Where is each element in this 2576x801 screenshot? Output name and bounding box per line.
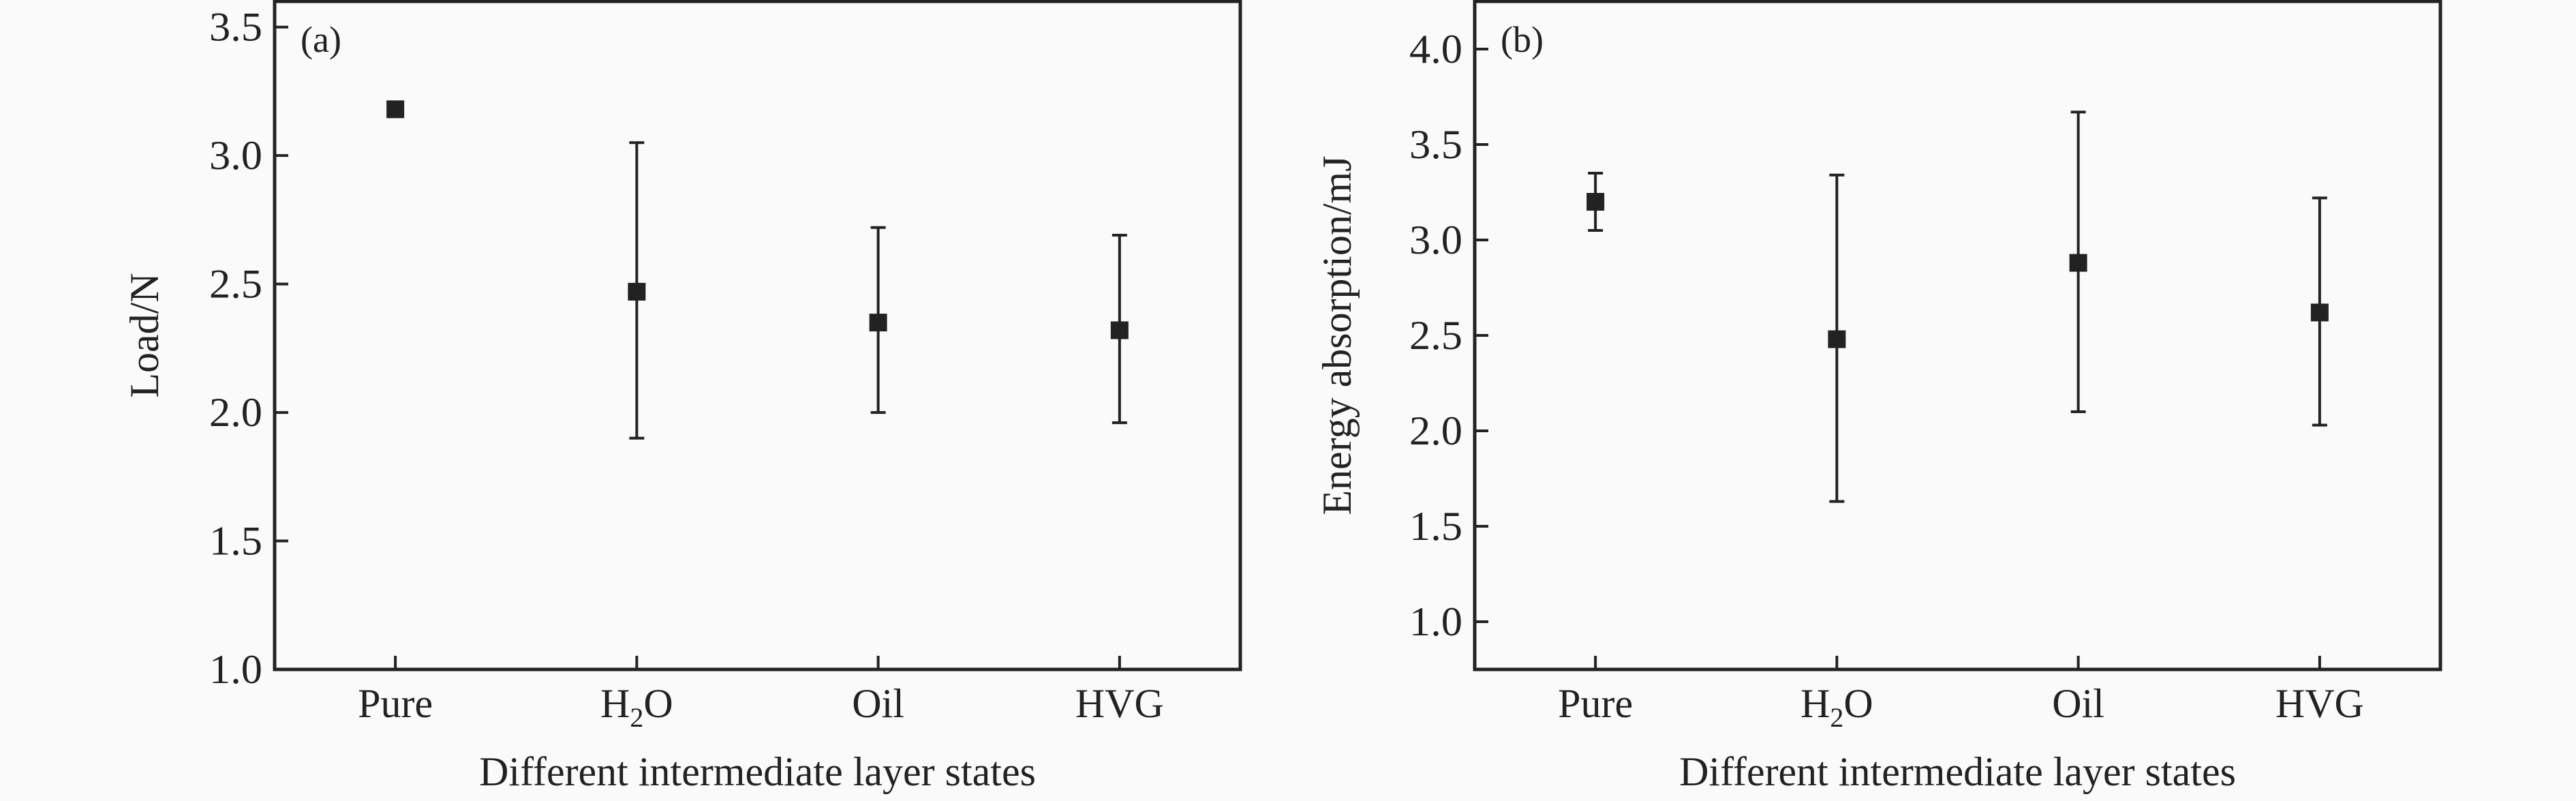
data-point-pure xyxy=(386,100,405,119)
y-tick-label: 1.5 xyxy=(209,519,262,564)
y-axis-title: Load/N xyxy=(122,273,167,397)
x-tick-label-subscript: 2 xyxy=(1830,702,1843,733)
y-tick-label: 2.5 xyxy=(209,262,262,307)
x-tick-label-main: H xyxy=(1800,681,1830,726)
data-point-hvg xyxy=(1110,321,1129,339)
x-tick-label-main: HVG xyxy=(2275,681,2364,726)
x-tick-label: HVG xyxy=(1075,681,1164,726)
panel-label: (b) xyxy=(1501,19,1544,60)
x-tick-label: Pure xyxy=(358,681,433,726)
y-tick-label: 3.5 xyxy=(1409,122,1462,167)
x-tick-label: Oil xyxy=(852,681,904,726)
x-axis-title: Different intermediate layer states xyxy=(1679,749,2236,794)
x-tick-label: H2O xyxy=(600,681,673,733)
x-tick-label-main: Pure xyxy=(358,681,433,726)
y-tick-label: 4.0 xyxy=(1409,27,1462,72)
y-tick-label: 3.0 xyxy=(209,133,262,178)
plot-frame xyxy=(273,0,1242,671)
x-tick-label: HVG xyxy=(2275,681,2364,726)
x-tick-label-subscript: 2 xyxy=(630,702,643,733)
x-tick-label: Pure xyxy=(1558,681,1633,726)
y-tick-label: 1.5 xyxy=(1409,504,1462,549)
data-point-h2o xyxy=(628,282,646,301)
y-tick-label: 2.5 xyxy=(1409,313,1462,358)
data-point-pure xyxy=(1586,193,1605,211)
y-tick-label: 2.0 xyxy=(1409,408,1462,453)
data-point-hvg xyxy=(2310,303,2329,322)
x-tick-label-main: Pure xyxy=(1558,681,1633,726)
x-tick-label-tail: O xyxy=(1843,681,1873,726)
chart-panel-b: 1.0 1.5 2.0 2.5 3.0 3.5 4.0 Pure H2O Oil HVG (b) Dif… xyxy=(1315,0,2442,794)
y-axis-title: Energy absorption/mJ xyxy=(1315,155,1360,515)
y-tick-label: 1.0 xyxy=(209,647,262,692)
x-tick-label-main: H xyxy=(600,681,630,726)
x-tick-label: Oil xyxy=(2052,681,2104,726)
panel-label: (a) xyxy=(301,19,341,60)
x-tick-label-main: Oil xyxy=(2052,681,2104,726)
data-point-h2o xyxy=(1828,330,1846,348)
chart-panel-a: 1.0 1.5 2.0 2.5 3.0 3.5 Pure H2O Oil HVG (a) Differ… xyxy=(122,0,1242,794)
x-axis-title: Different intermediate layer states xyxy=(479,749,1036,794)
data-point-oil xyxy=(2069,254,2087,272)
x-tick-label-tail: O xyxy=(643,681,673,726)
x-tick-label-main: Oil xyxy=(852,681,904,726)
y-tick-label: 3.5 xyxy=(209,5,262,50)
data-point-oil xyxy=(869,314,887,332)
y-tick-label: 2.0 xyxy=(209,390,262,435)
x-tick-label-main: HVG xyxy=(1075,681,1164,726)
x-tick-label: H2O xyxy=(1800,681,1873,733)
y-tick-label: 1.0 xyxy=(1409,599,1462,644)
y-tick-label: 3.0 xyxy=(1409,217,1462,262)
plot-frame xyxy=(1473,0,2442,671)
